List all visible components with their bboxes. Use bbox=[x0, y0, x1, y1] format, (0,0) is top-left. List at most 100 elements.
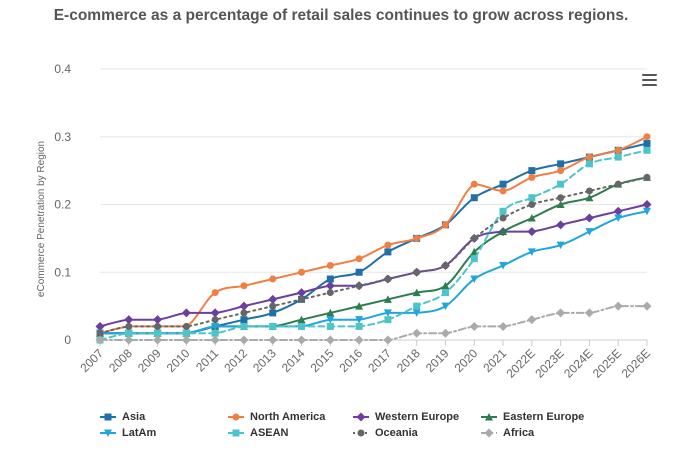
y-tick-label: 0.1 bbox=[54, 265, 71, 279]
legend-item-north-america[interactable]: North America bbox=[228, 410, 325, 424]
y-axis-label: eCommerce Penetration by Region bbox=[36, 141, 47, 297]
data-point-eastern-europe bbox=[412, 288, 421, 297]
x-tick-label: 2017 bbox=[365, 346, 394, 375]
data-point-western-europe bbox=[527, 227, 537, 237]
legend-marker-africa bbox=[484, 428, 494, 438]
data-point-latam bbox=[556, 241, 565, 250]
data-point-africa bbox=[469, 321, 479, 331]
data-point-north-america bbox=[269, 275, 277, 283]
x-tick-label: 2016 bbox=[336, 346, 365, 375]
series-africa bbox=[95, 301, 652, 345]
data-point-asean bbox=[614, 153, 622, 161]
legend-symbol-north-america bbox=[228, 413, 244, 421]
data-point-africa bbox=[498, 321, 508, 331]
legend-item-asean[interactable]: ASEAN bbox=[228, 426, 289, 440]
data-point-eastern-europe bbox=[441, 281, 450, 290]
legend-symbol-western-europe bbox=[353, 412, 369, 422]
data-point-asean bbox=[441, 289, 449, 297]
legend-symbol-asia bbox=[100, 413, 116, 421]
data-point-asean bbox=[384, 316, 392, 324]
data-point-asia bbox=[326, 275, 334, 283]
data-point-oceania bbox=[557, 194, 565, 202]
data-point-latam bbox=[441, 302, 450, 311]
legend-item-eastern-europe[interactable]: Eastern Europe bbox=[481, 410, 584, 424]
data-point-latam bbox=[326, 316, 335, 324]
series-oceania bbox=[96, 173, 651, 337]
legend-symbol-oceania bbox=[353, 429, 369, 437]
data-point-north-america bbox=[643, 133, 651, 141]
data-point-north-america bbox=[211, 289, 219, 297]
legend-symbol-latam bbox=[100, 429, 116, 437]
legend-symbol-africa bbox=[481, 428, 497, 438]
x-tick-label: 2025E bbox=[590, 346, 624, 380]
data-point-oceania bbox=[528, 201, 536, 208]
data-point-north-america bbox=[585, 153, 593, 161]
data-point-western-europe bbox=[239, 301, 249, 311]
data-point-north-america bbox=[240, 282, 248, 290]
data-point-north-america bbox=[355, 255, 363, 263]
data-point-asia bbox=[557, 160, 565, 168]
legend-item-western-europe[interactable]: Western Europe bbox=[353, 410, 459, 424]
data-point-asean bbox=[413, 302, 421, 310]
data-point-africa bbox=[297, 335, 307, 345]
data-point-oceania bbox=[355, 282, 363, 290]
data-point-africa bbox=[124, 335, 134, 345]
data-point-asean bbox=[182, 329, 190, 337]
data-point-latam bbox=[643, 207, 651, 216]
data-point-western-europe bbox=[210, 308, 220, 318]
data-point-asean bbox=[154, 329, 162, 337]
data-point-asean bbox=[240, 322, 248, 330]
data-point-oceania bbox=[384, 275, 392, 283]
data-point-asia bbox=[355, 268, 363, 276]
data-point-eastern-europe bbox=[585, 193, 594, 202]
data-point-asia bbox=[499, 180, 507, 188]
data-point-north-america bbox=[614, 146, 622, 154]
legend-marker-western-europe bbox=[356, 412, 366, 422]
data-point-north-america bbox=[384, 241, 392, 249]
data-point-asean bbox=[557, 180, 565, 188]
data-point-asean bbox=[269, 322, 277, 330]
data-point-asia bbox=[528, 167, 536, 175]
chart-title: E-commerce as a percentage of retail sal… bbox=[53, 7, 629, 24]
data-point-asean bbox=[211, 329, 219, 337]
data-point-asean bbox=[528, 194, 536, 202]
legend-marker-eastern-europe bbox=[485, 413, 493, 421]
data-point-western-europe bbox=[297, 288, 307, 298]
legend-label: North America bbox=[250, 411, 326, 423]
legend-item-asia[interactable]: Asia bbox=[100, 410, 145, 424]
data-point-africa bbox=[556, 308, 566, 318]
data-point-western-europe bbox=[613, 206, 623, 216]
x-tick-label: 2012 bbox=[221, 346, 250, 375]
data-point-asean bbox=[470, 255, 478, 263]
x-tick-label: 2026E bbox=[619, 346, 653, 380]
hamburger-menu-icon[interactable] bbox=[641, 72, 657, 88]
data-point-latam bbox=[383, 309, 392, 317]
data-point-eastern-europe bbox=[556, 200, 565, 208]
series-asia bbox=[96, 140, 651, 337]
data-point-north-america bbox=[326, 261, 334, 269]
data-point-eastern-europe bbox=[326, 308, 335, 317]
x-tick-label: 2008 bbox=[106, 346, 135, 375]
data-point-oceania bbox=[326, 289, 334, 297]
legend-item-latam[interactable]: LatAm bbox=[100, 426, 156, 440]
series-north-america bbox=[96, 133, 651, 337]
data-point-asia bbox=[269, 309, 277, 317]
x-tick-label: 2020 bbox=[452, 346, 481, 375]
series-line-asia bbox=[99, 142, 648, 335]
data-point-asia bbox=[240, 316, 248, 324]
legend-marker-asean bbox=[232, 429, 240, 437]
data-point-western-europe bbox=[181, 308, 191, 318]
data-point-western-europe bbox=[153, 315, 163, 325]
x-tick-label: 2009 bbox=[135, 346, 164, 375]
data-point-oceania bbox=[211, 316, 219, 324]
data-point-asean bbox=[643, 146, 651, 154]
x-tick-label: 2014 bbox=[279, 346, 308, 375]
data-point-africa bbox=[153, 335, 163, 345]
legend-item-africa[interactable]: Africa bbox=[481, 426, 534, 440]
data-point-eastern-europe bbox=[383, 295, 392, 303]
x-tick-label: 2022E bbox=[504, 346, 538, 380]
legend-marker-oceania bbox=[357, 429, 365, 437]
y-tick-label: 0.3 bbox=[54, 130, 71, 144]
legend-item-oceania[interactable]: Oceania bbox=[353, 426, 418, 440]
data-point-oceania bbox=[96, 329, 104, 337]
